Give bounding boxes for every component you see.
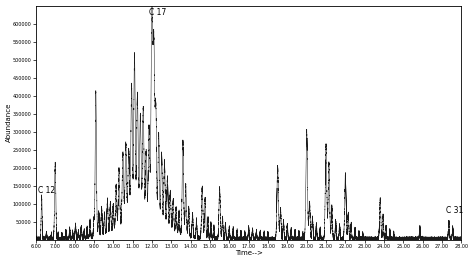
Text: C 31: C 31 (446, 206, 463, 215)
Text: C 17: C 17 (149, 8, 166, 17)
Text: C 12: C 12 (38, 186, 55, 195)
X-axis label: Time-->: Time--> (235, 250, 263, 256)
Y-axis label: Abundance: Abundance (6, 103, 11, 143)
